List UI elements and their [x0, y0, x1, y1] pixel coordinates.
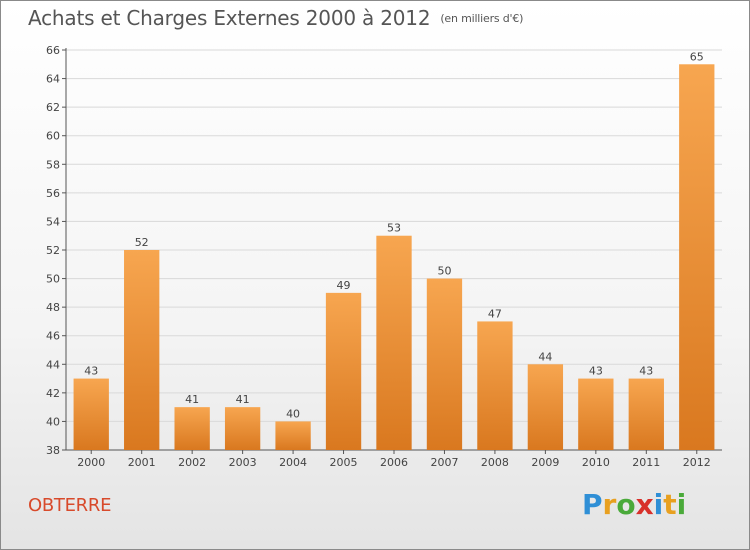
bar [527, 364, 564, 450]
unit-label: (en milliers d'€) [440, 12, 524, 25]
y-tick-label: 60 [46, 130, 60, 143]
bar-value-label: 43 [639, 365, 653, 378]
bar [275, 421, 311, 450]
bar-value-label: 53 [387, 222, 401, 235]
chart-title: Achats et Charges Externes 2000 à 2012 (e… [28, 6, 523, 30]
y-tick-label: 62 [46, 101, 60, 114]
y-tick-label: 48 [46, 301, 60, 314]
x-tick-label: 2001 [128, 456, 156, 469]
y-tick-label: 58 [46, 158, 60, 171]
y-tick-label: 46 [46, 330, 60, 343]
logo-letter: t [663, 488, 677, 521]
y-tick-label: 40 [46, 415, 60, 428]
bar [124, 250, 160, 450]
x-tick-label: 2003 [229, 456, 257, 469]
y-tick-label: 64 [46, 73, 60, 86]
logo-letter: i [676, 488, 687, 521]
logo-letter: i [653, 488, 664, 521]
bar-value-label: 43 [589, 365, 603, 378]
bar-value-label: 40 [286, 407, 300, 420]
bar-value-label: 43 [84, 365, 98, 378]
bar [426, 278, 463, 450]
bar [679, 64, 715, 451]
logo-letter: x [635, 488, 654, 521]
y-tick-label: 52 [46, 244, 60, 257]
bar [224, 407, 261, 450]
x-tick-label: 2007 [430, 456, 458, 469]
bar [325, 292, 362, 450]
x-tick-label: 2004 [279, 456, 307, 469]
x-tick-label: 2011 [632, 456, 660, 469]
bar [578, 378, 614, 450]
bar [628, 378, 664, 450]
y-tick-label: 66 [46, 44, 60, 57]
bar-value-label: 41 [185, 393, 199, 406]
y-tick-label: 54 [46, 215, 60, 228]
bar-value-label: 65 [690, 50, 704, 63]
logo-letter: P [582, 488, 603, 521]
bar [73, 378, 109, 450]
title-text: Achats et Charges Externes 2000 à 2012 [28, 6, 431, 30]
y-tick-label: 50 [46, 273, 60, 286]
x-tick-label: 2006 [380, 456, 408, 469]
x-tick-label: 2000 [77, 456, 105, 469]
proxiti-logo: Proxiti [582, 488, 686, 521]
x-tick-label: 2009 [531, 456, 559, 469]
logo-letter: o [616, 488, 636, 521]
y-tick-label: 44 [46, 358, 60, 371]
x-tick-label: 2008 [481, 456, 509, 469]
bar [477, 321, 513, 450]
y-tick-label: 56 [46, 187, 60, 200]
x-tick-label: 2005 [330, 456, 358, 469]
y-tick-label: 38 [46, 444, 60, 457]
bar [174, 407, 210, 450]
x-tick-label: 2002 [178, 456, 206, 469]
bar [376, 235, 412, 450]
bar-value-label: 49 [337, 279, 351, 292]
x-tick-label: 2010 [582, 456, 610, 469]
logo-letter: r [602, 488, 617, 521]
location-name: OBTERRE [28, 495, 112, 516]
bar-value-label: 41 [236, 393, 250, 406]
bar-value-label: 50 [437, 265, 451, 278]
bar-value-label: 47 [488, 307, 502, 320]
bar-value-label: 44 [538, 350, 552, 363]
x-tick-label: 2012 [683, 456, 711, 469]
bar-value-label: 52 [135, 236, 149, 249]
y-tick-label: 42 [46, 387, 60, 400]
